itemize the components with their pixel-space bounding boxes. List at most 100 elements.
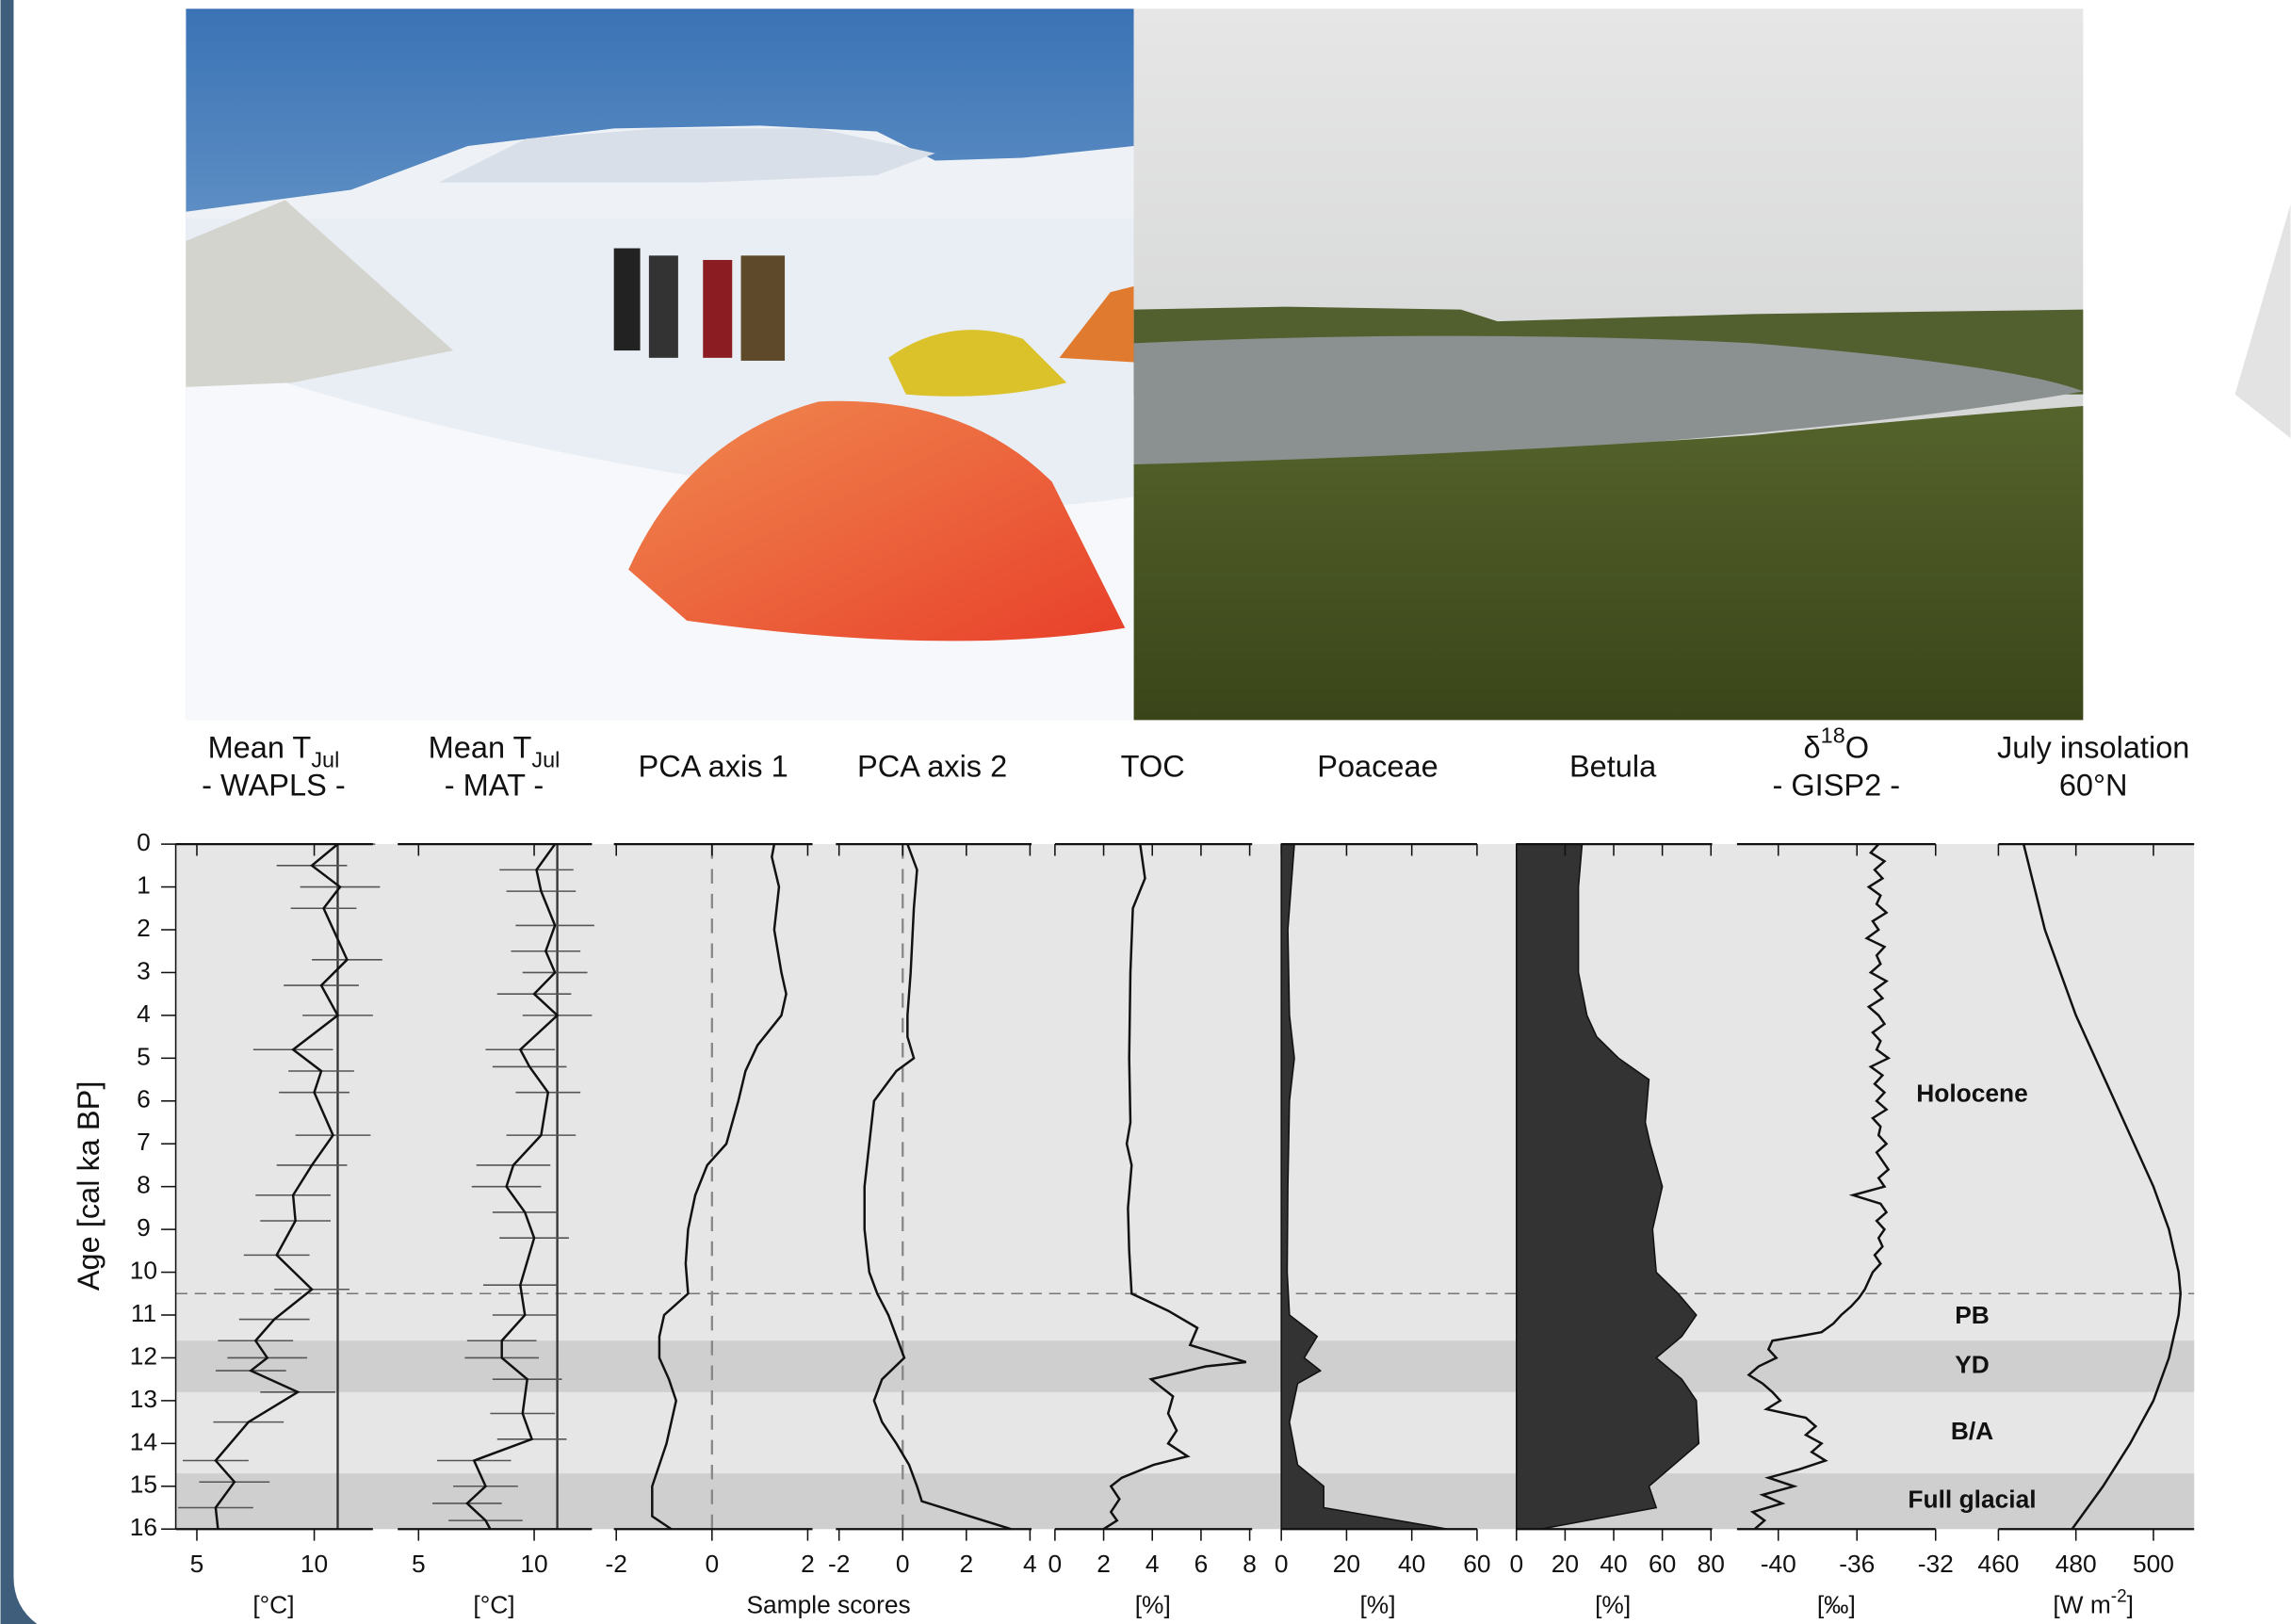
x-tick-label: 40: [1600, 1550, 1627, 1578]
line: [1102, 843, 1247, 1531]
x-axis-label-part: -2: [2111, 1586, 2127, 1606]
panel-title-part: PCA axis 1: [638, 749, 788, 783]
panel-title: TOC: [1121, 749, 1185, 783]
x-tick-label: 500: [2133, 1550, 2174, 1578]
panel-title-part: 18: [1821, 723, 1845, 748]
zone-label: B/A: [1951, 1417, 1993, 1445]
panel-title-part: - GISP2 -: [1772, 768, 1900, 802]
y-tick-label: 1: [137, 871, 151, 900]
panel-title-part: Mean T: [429, 730, 532, 764]
x-axis-label: [‰]: [1817, 1590, 1856, 1618]
x-axis-label: [%]: [1135, 1590, 1171, 1618]
panel-title-part: July insolation: [1997, 730, 2189, 764]
x-tick-label: 60: [1649, 1550, 1676, 1578]
x-tick-label: -36: [1839, 1550, 1875, 1578]
panel-title-part: Betula: [1569, 749, 1657, 783]
x-axis-label-part: [%]: [1359, 1590, 1395, 1618]
x-axis-label: [W m-2]: [2053, 1586, 2134, 1618]
panel-title-part: - MAT -: [445, 768, 544, 802]
photo-tundra-lake: [1133, 8, 2084, 721]
y-tick-label: 15: [130, 1470, 157, 1499]
x-axis-label: [%]: [1359, 1590, 1395, 1618]
panel-title-part: Jul: [311, 748, 339, 772]
x-axis-label-part: [°C]: [473, 1590, 514, 1618]
y-tick-label: 5: [137, 1042, 151, 1070]
x-tick-label: 8: [1243, 1550, 1257, 1578]
y-axis-label: Age [cal ka BP]: [72, 1081, 106, 1291]
line: [465, 843, 560, 1530]
area: [1280, 843, 1448, 1531]
panel-title-part: O: [1845, 730, 1869, 764]
panel-title-part: - WAPLS -: [202, 768, 346, 802]
panel-title: Poaceae: [1317, 749, 1438, 783]
decor: [2234, 204, 2291, 439]
x-axis-label-part: [‰]: [1817, 1590, 1856, 1618]
x-axis-label-part: [%]: [1595, 1590, 1631, 1618]
panel-title: Mean TJul: [429, 730, 561, 772]
x-tick-label: 2: [1097, 1550, 1111, 1578]
x-tick-label: 0: [1048, 1550, 1063, 1578]
x-tick-label: 80: [1698, 1550, 1725, 1578]
x-axis-label-part: [W m: [2053, 1590, 2110, 1618]
y-tick-label: 12: [130, 1341, 157, 1370]
y-tick-label: 7: [137, 1128, 151, 1156]
line: [214, 843, 349, 1530]
x-axis-label: [°C]: [473, 1590, 514, 1618]
panel-title-part: PCA axis 2: [857, 749, 1007, 783]
x-tick-label: 480: [2055, 1550, 2097, 1578]
x-tick-label: 5: [412, 1550, 426, 1578]
line: [651, 843, 788, 1531]
y-tick-label: 3: [137, 956, 151, 984]
frame-edge: [0, 0, 38, 1624]
zone-band: [175, 1340, 2195, 1392]
y-tick-label: 16: [130, 1513, 157, 1541]
x-axis-label: [%]: [1595, 1590, 1631, 1618]
panel-title-part: Poaceae: [1317, 749, 1438, 783]
y-tick-label: 14: [130, 1427, 157, 1455]
panel-title: July insolation: [1997, 730, 2189, 764]
y-tick-label: 11: [131, 1299, 156, 1327]
panel-title-part: Mean T: [208, 730, 312, 764]
line: [863, 843, 1012, 1531]
photo-snow-camp: [186, 8, 1134, 721]
y-tick-label: 9: [137, 1213, 151, 1242]
x-tick-label: 0: [705, 1550, 719, 1578]
panel-title: 60°N: [2059, 768, 2128, 802]
panel-title-part: 60°N: [2059, 768, 2128, 802]
panel-title: - WAPLS -: [202, 768, 346, 802]
panel-title: Mean TJul: [208, 730, 340, 772]
zone-label: PB: [1955, 1301, 1990, 1329]
y-tick-label: 4: [137, 999, 151, 1028]
panel-title-part: δ: [1804, 730, 1821, 764]
x-tick-label: 2: [801, 1550, 815, 1578]
panel-title: PCA axis 2: [857, 749, 1007, 783]
x-tick-label: 460: [1977, 1550, 2019, 1578]
zone-label: YD: [1955, 1350, 1990, 1378]
x-tick-label: 4: [1023, 1550, 1037, 1578]
area: [1516, 843, 1700, 1531]
panel-title-part: TOC: [1121, 749, 1185, 783]
y-tick-label: 6: [137, 1085, 151, 1113]
panel-title: Betula: [1569, 749, 1657, 783]
line: [1747, 843, 1892, 1531]
x-tick-label: 20: [1333, 1550, 1360, 1578]
x-tick-label: 0: [896, 1550, 910, 1578]
panel-title: δ18O: [1804, 723, 1870, 764]
panel-title: PCA axis 1: [638, 749, 788, 783]
y-tick-label: 13: [130, 1385, 157, 1413]
x-tick-label: 60: [1463, 1550, 1490, 1578]
x-tick-label: -40: [1761, 1550, 1796, 1578]
line: [2022, 843, 2183, 1530]
x-tick-label: -2: [828, 1550, 850, 1578]
zone-label: Full glacial: [1908, 1486, 2036, 1514]
x-tick-label: 0: [1509, 1550, 1523, 1578]
x-axis-label-part: ]: [2127, 1590, 2134, 1618]
x-axis-label-part: [°C]: [252, 1590, 294, 1618]
x-tick-label: 0: [1275, 1550, 1289, 1578]
panel-title-part: Jul: [531, 748, 560, 772]
x-axis-label: [°C]: [252, 1590, 294, 1618]
panel-title: - GISP2 -: [1772, 768, 1900, 802]
x-tick-label: 4: [1146, 1550, 1160, 1578]
